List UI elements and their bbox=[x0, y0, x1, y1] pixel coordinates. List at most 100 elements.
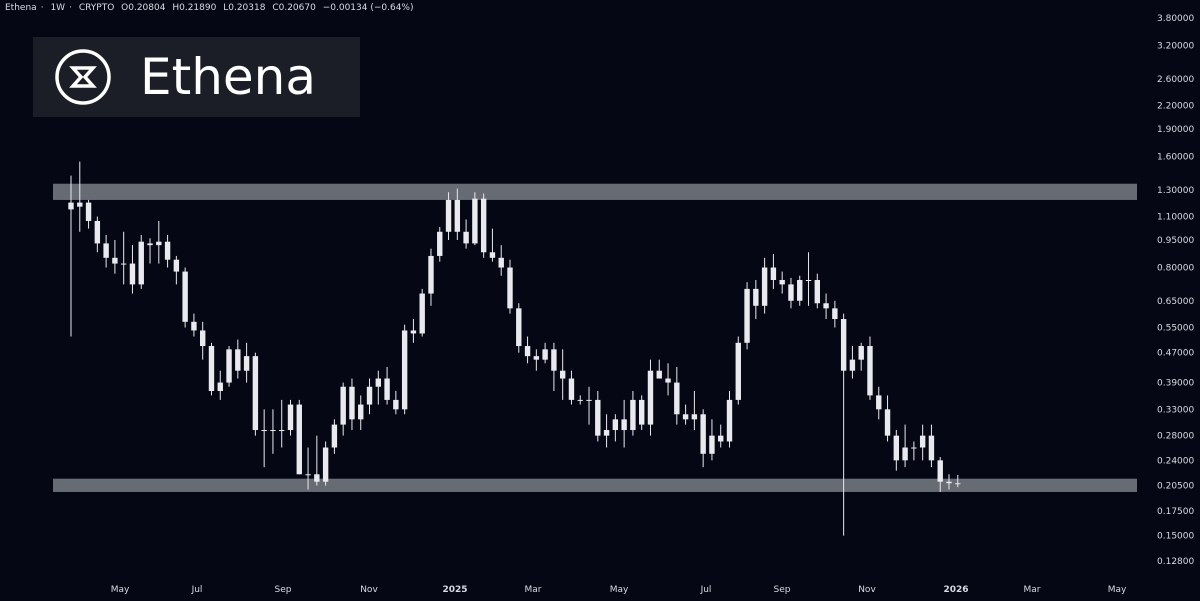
price-zones bbox=[53, 183, 1137, 492]
x-tick-label: Jul bbox=[191, 585, 203, 595]
x-tick-label: May bbox=[111, 585, 130, 595]
candle bbox=[305, 447, 311, 490]
exchange-label: CRYPTO bbox=[78, 3, 115, 13]
candle bbox=[68, 175, 74, 337]
candle bbox=[603, 414, 610, 448]
candle bbox=[287, 399, 294, 436]
y-tick-label: 0.80000 bbox=[1157, 264, 1194, 274]
candle bbox=[647, 359, 654, 436]
price-axis[interactable]: 3.80000 3.20000 2.60000 2.20000 1.90000 1.600… bbox=[1157, 14, 1194, 567]
candle bbox=[463, 219, 469, 249]
y-tick-label: 0.12800 bbox=[1157, 557, 1194, 567]
candle bbox=[77, 161, 83, 232]
symbol-name: Ethena bbox=[5, 3, 37, 13]
candle bbox=[682, 404, 689, 425]
candle bbox=[147, 238, 153, 264]
x-tick-label: Jul bbox=[700, 585, 712, 595]
open-value: O0.20804 bbox=[121, 3, 166, 13]
candle bbox=[156, 220, 162, 264]
y-tick-label: 2.20000 bbox=[1157, 102, 1194, 112]
candle bbox=[182, 267, 188, 328]
ethena-logo-icon bbox=[55, 49, 111, 105]
candle bbox=[472, 192, 478, 246]
candle bbox=[120, 231, 127, 285]
candle bbox=[393, 391, 399, 415]
candle bbox=[937, 457, 943, 492]
y-tick-label: 0.24000 bbox=[1157, 456, 1194, 466]
candle bbox=[164, 235, 171, 268]
candle bbox=[94, 216, 101, 253]
candle bbox=[85, 199, 92, 229]
candle bbox=[533, 349, 540, 371]
candle bbox=[691, 391, 698, 431]
price-zone-0 bbox=[53, 183, 1137, 200]
candle bbox=[726, 391, 733, 448]
candles bbox=[68, 161, 961, 536]
candle bbox=[454, 188, 461, 241]
candle bbox=[226, 346, 232, 387]
symbol-header: Ethena · 1W · CRYPTO O0.20804 H0.21890 L0.… bbox=[5, 3, 414, 13]
x-tick-label: Mar bbox=[525, 585, 542, 595]
logo-text: Ethena bbox=[140, 48, 316, 106]
candle bbox=[639, 395, 645, 431]
candle bbox=[331, 419, 338, 454]
candle bbox=[928, 424, 935, 468]
candle bbox=[946, 474, 952, 490]
x-tick-label: Mar bbox=[1024, 585, 1041, 595]
candle bbox=[797, 275, 803, 306]
candle bbox=[823, 293, 829, 320]
low-value: L0.20318 bbox=[223, 3, 266, 13]
time-axis[interactable]: May Jul Sep Nov 2025 Mar May Jul Sep Nov 2026 Mar Ma… bbox=[111, 585, 1127, 595]
candle bbox=[761, 257, 768, 314]
x-tick-label: May bbox=[1108, 585, 1127, 595]
candle bbox=[270, 409, 276, 454]
candle bbox=[507, 259, 513, 314]
candle bbox=[428, 248, 434, 306]
candle bbox=[832, 300, 838, 328]
candle bbox=[840, 313, 847, 536]
x-tick-label: May bbox=[610, 585, 629, 595]
y-tick-label: 0.39000 bbox=[1157, 379, 1194, 389]
candle bbox=[630, 391, 636, 436]
candle bbox=[191, 313, 197, 337]
candle bbox=[876, 386, 882, 420]
candle bbox=[410, 319, 417, 343]
candle bbox=[735, 336, 741, 405]
candle bbox=[568, 370, 575, 405]
y-tick-label: 1.60000 bbox=[1157, 153, 1194, 163]
candle bbox=[805, 252, 812, 306]
y-tick-label: 0.47000 bbox=[1157, 349, 1194, 359]
candle bbox=[340, 382, 346, 436]
candle bbox=[919, 424, 926, 461]
candle bbox=[366, 378, 373, 415]
candle bbox=[437, 227, 443, 262]
candle bbox=[322, 441, 329, 486]
candle bbox=[103, 235, 109, 268]
y-tick-label: 1.10000 bbox=[1157, 213, 1194, 223]
candle bbox=[401, 324, 408, 415]
candle bbox=[516, 303, 522, 353]
high-value: H0.21890 bbox=[172, 3, 217, 13]
candle bbox=[559, 349, 566, 400]
candle bbox=[296, 399, 302, 475]
candle bbox=[138, 235, 144, 289]
candle bbox=[217, 370, 223, 400]
candle bbox=[744, 282, 750, 350]
candle bbox=[779, 271, 785, 294]
y-tick-label: 1.90000 bbox=[1157, 125, 1194, 135]
x-tick-label: Sep bbox=[275, 585, 292, 595]
y-tick-label: 0.28000 bbox=[1157, 432, 1194, 442]
candle bbox=[252, 352, 259, 436]
candle bbox=[314, 435, 320, 486]
candle bbox=[700, 409, 706, 468]
candle bbox=[665, 363, 671, 396]
candle bbox=[709, 419, 715, 461]
candle bbox=[279, 399, 285, 448]
candle bbox=[524, 336, 531, 364]
interval-label[interactable]: 1W bbox=[50, 3, 66, 13]
candle bbox=[200, 321, 206, 360]
candle bbox=[902, 424, 908, 468]
x-tick-label: Sep bbox=[774, 585, 791, 595]
x-tick-label: Nov bbox=[858, 585, 876, 595]
